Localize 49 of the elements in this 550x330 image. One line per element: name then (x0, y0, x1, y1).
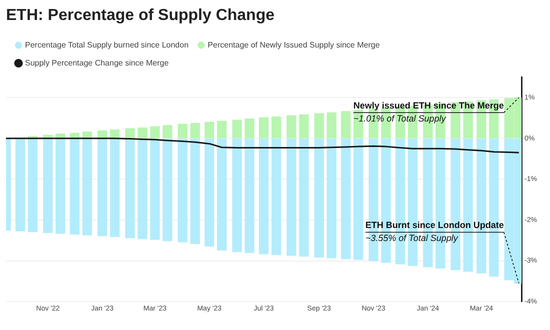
legend-label: Supply Percentage Change since Merge (25, 58, 170, 68)
bar (138, 127, 148, 138)
bar (353, 138, 364, 260)
bar (190, 138, 200, 244)
bar (286, 115, 296, 138)
bar (258, 117, 269, 138)
bar (15, 138, 26, 232)
bar (28, 138, 38, 232)
annotation: Newly issued ETH since The Merge ~1.01% of Total Supply (353, 100, 504, 124)
bar (178, 138, 188, 242)
bar (217, 120, 227, 138)
bar (299, 138, 309, 257)
bar (299, 114, 309, 138)
bar (138, 138, 148, 240)
bar (204, 138, 214, 246)
bar (150, 138, 160, 240)
bar (98, 138, 108, 236)
bar (125, 128, 135, 138)
bar (150, 126, 160, 138)
bar (271, 116, 282, 138)
annotation: ETH Burnt since London Update ~3.55% of Total Supply (365, 220, 504, 244)
bar (178, 124, 188, 138)
bar (70, 138, 80, 235)
bar (341, 111, 351, 138)
bar (258, 138, 269, 254)
bar (341, 138, 351, 260)
bar (110, 138, 120, 238)
chart-title: ETH: Percentage of Supply Change (6, 7, 275, 24)
bar (56, 138, 66, 234)
bar (271, 138, 282, 256)
bar (190, 122, 200, 138)
bar (314, 138, 324, 258)
bar (244, 138, 254, 253)
bar (162, 138, 172, 242)
bar (326, 112, 336, 138)
bar (232, 120, 242, 138)
bar (244, 118, 254, 138)
bar (217, 138, 227, 251)
bar (314, 113, 324, 138)
bar (232, 138, 242, 252)
bar (204, 122, 214, 138)
legend-label: Percentage of Newly Issued Supply since Merge (208, 40, 380, 50)
bar (286, 138, 296, 256)
legend-label: Percentage Total Supply burned since London (25, 40, 189, 50)
bar (162, 125, 172, 138)
bar (125, 138, 135, 238)
bar (326, 138, 336, 258)
bar (43, 138, 53, 233)
bar (82, 138, 92, 236)
